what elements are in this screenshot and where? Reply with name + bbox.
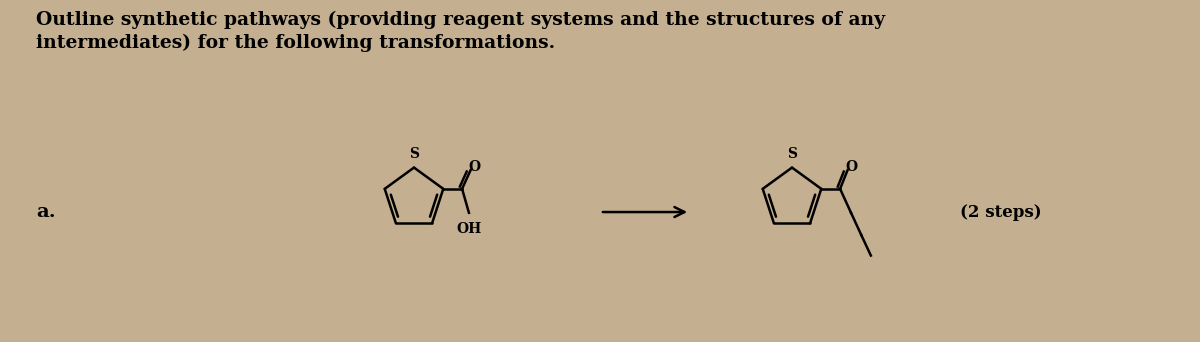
Text: OH: OH (456, 222, 481, 236)
Text: S: S (409, 147, 419, 161)
Text: S: S (787, 147, 797, 161)
Text: O: O (469, 160, 481, 174)
Text: (2 steps): (2 steps) (960, 203, 1042, 221)
Text: Outline synthetic pathways (providing reagent systems and the structures of any
: Outline synthetic pathways (providing re… (36, 10, 886, 52)
Text: O: O (846, 160, 858, 174)
Text: a.: a. (36, 203, 55, 221)
